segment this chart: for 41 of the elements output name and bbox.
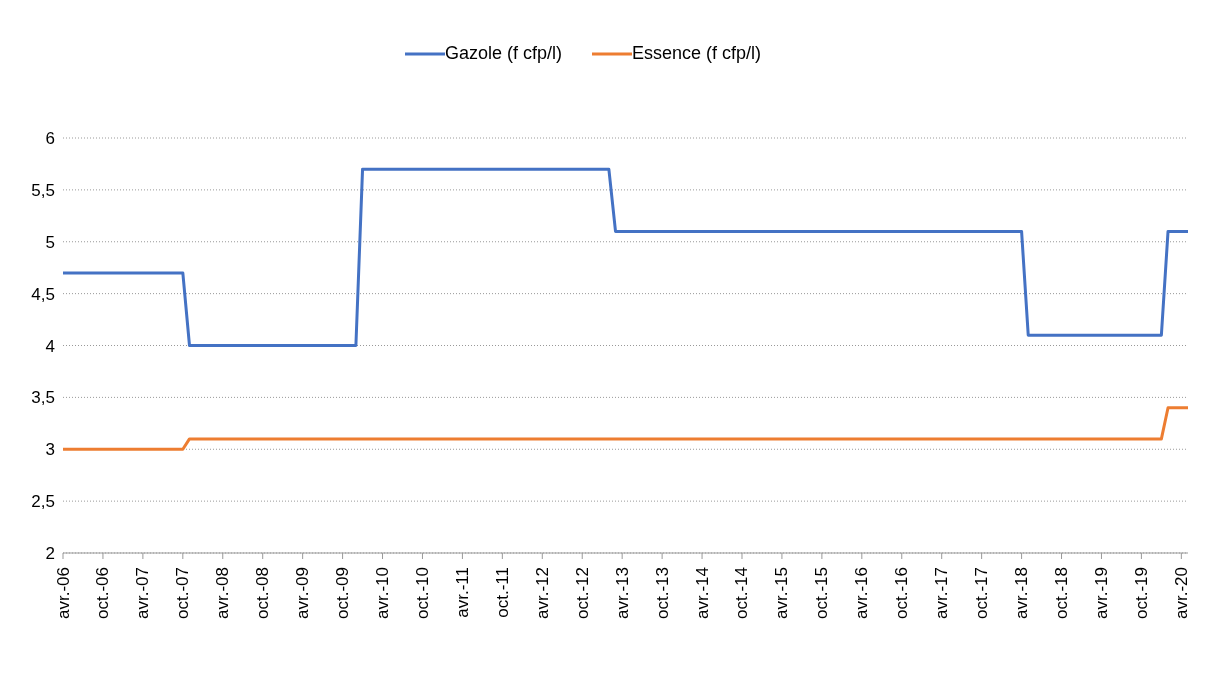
x-tick-label: avr.-07 (133, 567, 153, 619)
x-tick-label: oct.-09 (333, 567, 353, 619)
x-tick-label: avr.-17 (932, 567, 952, 619)
x-tick-label: avr.-06 (53, 567, 73, 619)
y-tick-label: 2,5 (31, 492, 55, 512)
line-series (63, 167, 1188, 347)
y-tick-label: 6 (45, 129, 55, 149)
y-tick-label: 2 (45, 544, 55, 564)
x-tick-label: avr.-10 (373, 567, 393, 619)
x-tick-label: avr.-09 (293, 567, 313, 619)
x-tick-label: oct.-08 (253, 567, 273, 619)
x-tick-label: oct.-10 (412, 567, 432, 619)
x-tick-label: avr.-13 (612, 567, 632, 619)
x-tick-label: oct.-19 (1131, 567, 1151, 619)
x-tick-label: oct.-13 (652, 567, 672, 619)
x-tick-label: avr.-16 (852, 567, 872, 619)
y-tick-label: 4,5 (31, 284, 55, 304)
y-tick-label: 3,5 (31, 388, 55, 408)
x-tick-label: oct.-12 (572, 567, 592, 619)
y-tick-label: 5,5 (31, 180, 55, 200)
legend-label: Essence (f cfp/l) (632, 43, 762, 64)
x-tick-label: avr.-14 (692, 567, 712, 619)
x-tick-label: avr.-18 (1012, 567, 1032, 619)
x-tick-label: oct.-17 (972, 567, 992, 619)
x-tick-label: avr.-12 (532, 567, 552, 619)
x-tick-label: avr.-20 (1171, 567, 1191, 619)
x-tick-label: avr.-15 (772, 567, 792, 619)
x-tick-label: oct.-11 (492, 567, 512, 618)
x-tick-label: oct.-07 (173, 567, 193, 619)
x-tick-label: avr.-08 (213, 567, 233, 619)
x-tick-label: oct.-15 (812, 567, 832, 619)
x-tick-label: oct.-06 (93, 567, 113, 619)
x-tick-label: oct.-16 (892, 567, 912, 619)
x-tick-label: avr.-19 (1091, 567, 1111, 619)
y-tick-label: 4 (45, 336, 55, 356)
y-tick-label: 5 (45, 232, 55, 252)
x-tick-label: oct.-18 (1052, 567, 1072, 619)
x-tick-label: oct.-14 (732, 567, 752, 619)
legend-label: Gazole (f cfp/l) (444, 43, 562, 64)
x-tick-label: avr.-11 (452, 567, 472, 618)
y-tick-label: 3 (45, 440, 55, 460)
